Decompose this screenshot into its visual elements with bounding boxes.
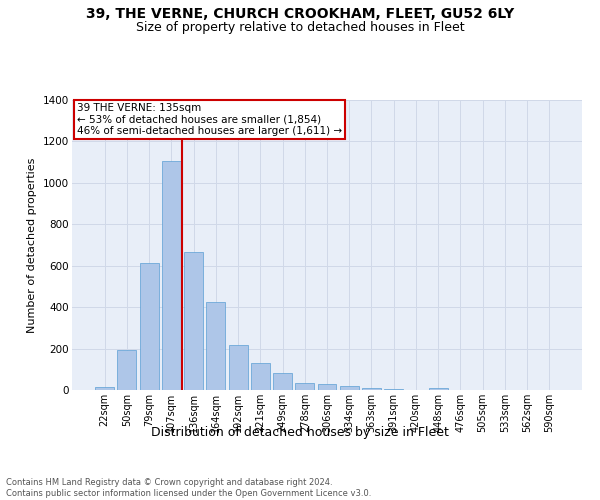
Bar (229, 346, 248, 390)
Bar (273, 374, 292, 390)
Bar (162, 161, 181, 390)
Text: 39, THE VERNE, CHURCH CROOKHAM, FLEET, GU52 6LY: 39, THE VERNE, CHURCH CROOKHAM, FLEET, G… (86, 8, 514, 22)
Bar (429, 388, 448, 390)
Text: Size of property relative to detached houses in Fleet: Size of property relative to detached ho… (136, 21, 464, 34)
Bar (340, 386, 359, 390)
Bar (95, 387, 114, 390)
Bar (206, 302, 225, 390)
Bar (362, 388, 381, 390)
Text: Contains HM Land Registry data © Crown copyright and database right 2024.
Contai: Contains HM Land Registry data © Crown c… (6, 478, 371, 498)
Bar (384, 389, 403, 390)
Bar (184, 252, 203, 390)
Bar (295, 383, 314, 390)
Text: Distribution of detached houses by size in Fleet: Distribution of detached houses by size … (151, 426, 449, 439)
Bar (317, 384, 337, 390)
Text: 39 THE VERNE: 135sqm
← 53% of detached houses are smaller (1,854)
46% of semi-de: 39 THE VERNE: 135sqm ← 53% of detached h… (77, 103, 342, 136)
Bar (251, 363, 270, 390)
Bar (118, 350, 136, 390)
Y-axis label: Number of detached properties: Number of detached properties (28, 158, 37, 332)
Bar (140, 262, 158, 390)
